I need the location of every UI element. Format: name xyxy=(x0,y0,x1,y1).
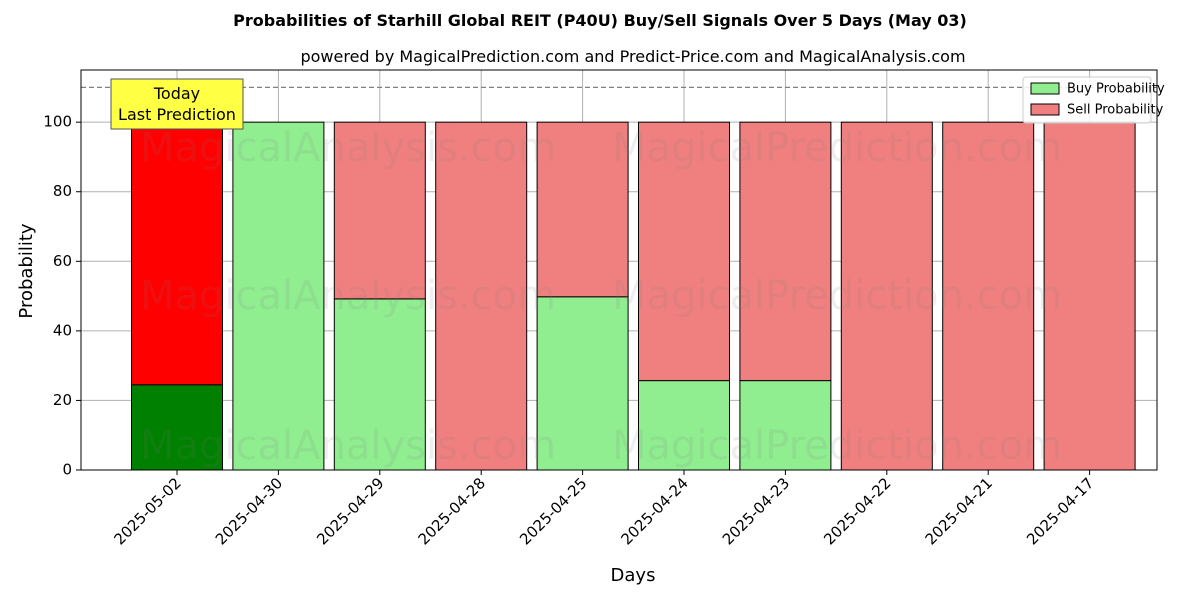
plot-frame xyxy=(80,69,1158,471)
x-tick-label: 2025-04-17 xyxy=(1023,474,1097,548)
watermarks: MagicalAnalysis.com MagicalPrediction.com… xyxy=(140,125,1062,469)
buy-bar xyxy=(536,296,629,471)
watermark-text: MagicalAnalysis.com xyxy=(140,423,556,469)
watermark-text: MagicalPrediction.com xyxy=(612,125,1062,171)
watermark-text: MagicalPrediction.com xyxy=(612,273,1062,319)
x-tick-label: 2025-04-24 xyxy=(617,474,691,548)
x-tick-label: 2025-05-02 xyxy=(110,474,184,548)
y-tick-label: 20 xyxy=(53,391,72,409)
sell-bar xyxy=(1043,121,1136,471)
x-tick-label: 2025-04-21 xyxy=(922,474,996,548)
watermark-text: MagicalPrediction.com xyxy=(612,423,1062,469)
sell-bar xyxy=(638,121,730,382)
y-tick-label: 100 xyxy=(43,113,72,131)
y-tick-label: 80 xyxy=(53,182,72,200)
sell-bar xyxy=(840,121,933,471)
x-tick-label: 2025-04-30 xyxy=(212,474,286,548)
annotation-line: Last Prediction xyxy=(118,105,236,124)
y-tick-label: 60 xyxy=(53,252,72,270)
buy-bar xyxy=(131,384,223,471)
buy-bar xyxy=(739,380,832,471)
legend[interactable]: Buy Probability Sell Probability xyxy=(1022,76,1165,124)
x-tick-label: 2025-04-25 xyxy=(516,474,590,548)
sell-bar xyxy=(435,121,528,471)
y-tick-label: 40 xyxy=(53,321,72,339)
annotation-line: Today xyxy=(153,84,200,103)
annotation-box xyxy=(110,78,244,130)
sell-bar xyxy=(131,121,223,386)
x-tick-label: 2025-04-28 xyxy=(415,474,489,548)
legend-label: Sell Probability xyxy=(1067,103,1164,118)
annotation: Today Last Prediction xyxy=(110,78,244,130)
chart-subtitle: powered by MagicalPrediction.com and Pre… xyxy=(300,47,965,66)
sell-bar xyxy=(536,121,629,298)
x-tick-label: 2025-04-29 xyxy=(313,474,387,548)
legend-swatch xyxy=(1030,82,1060,95)
y-tick-label: 0 xyxy=(62,461,72,479)
sell-bar xyxy=(942,121,1035,471)
sell-bar xyxy=(333,121,426,300)
buy-bar xyxy=(638,380,730,471)
legend-label: Buy Probability xyxy=(1067,82,1165,97)
buy-bar xyxy=(333,298,426,471)
x-tick-label: 2025-04-23 xyxy=(719,474,793,548)
bars xyxy=(131,121,1136,471)
x-axis-label: Days xyxy=(611,565,656,586)
sell-bar xyxy=(739,121,832,382)
chart-title: Probabilities of Starhill Global REIT (P… xyxy=(233,11,967,30)
x-tick-label: 2025-04-22 xyxy=(820,474,894,548)
y-axis-label: Probability xyxy=(16,223,37,318)
watermark-text: MagicalAnalysis.com xyxy=(140,273,556,319)
legend-swatch xyxy=(1030,103,1060,116)
watermark-text: MagicalAnalysis.com xyxy=(140,125,556,171)
